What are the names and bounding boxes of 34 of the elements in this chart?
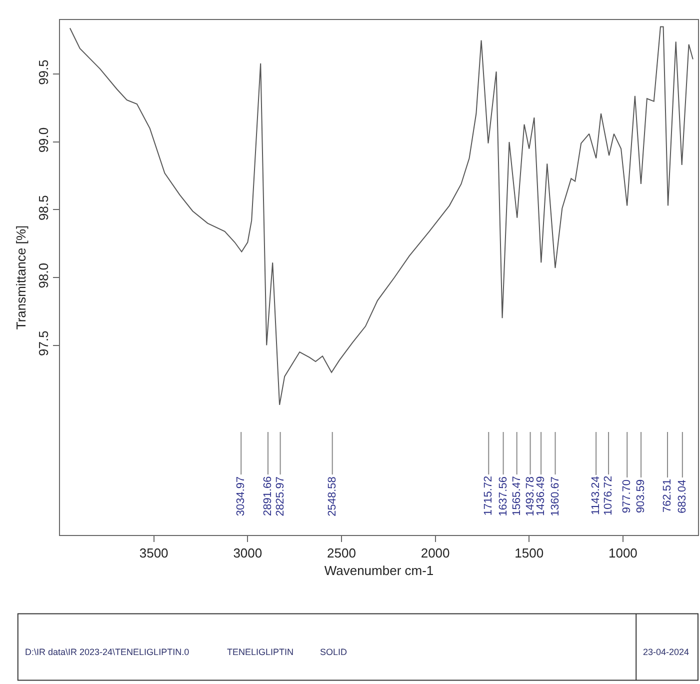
annotation: 2825.97 — [274, 476, 286, 516]
x-tick-label: 2500 — [327, 546, 356, 561]
text: SOLID — [320, 647, 348, 657]
y-tick-label: 97.5 — [36, 330, 51, 356]
annotation: 1436.49 — [535, 476, 548, 516]
text: TENELIGLIPTIN — [227, 647, 294, 657]
x-tick-label: 1500 — [514, 546, 544, 561]
x-tick-label: 2000 — [420, 546, 450, 561]
annotation: 683.04 — [676, 480, 688, 514]
annotation: 3034.97 — [235, 476, 248, 516]
y-tick-label: 99.5 — [36, 60, 51, 85]
y-tick-label: 99.0 — [36, 127, 51, 153]
annotation: 1715.72 — [482, 476, 495, 516]
x-tick-label: 3500 — [139, 546, 168, 561]
annotation: 2548.58 — [326, 476, 338, 516]
x-tick-label: 1000 — [608, 546, 638, 561]
annotation: 977.70 — [621, 479, 634, 514]
line-series — [69, 26, 694, 406]
annotation: 1076.72 — [602, 476, 615, 516]
annotation: 1493.78 — [524, 476, 536, 516]
annotation: 1565.47 — [510, 476, 523, 516]
x-tick-label: 3000 — [233, 546, 262, 561]
y-tick-label: 98.0 — [36, 262, 51, 288]
text: 23-04-2024 — [643, 647, 690, 657]
annotation: 1360.67 — [549, 476, 562, 516]
annotation: 903.59 — [635, 479, 648, 514]
y-tick-label: 98.5 — [36, 195, 51, 220]
x-axis-title: Wavenumber cm-1 — [324, 563, 434, 578]
annotation: 1637.56 — [497, 476, 510, 516]
annotation: 1143.24 — [590, 476, 602, 516]
y-axis-title: Transmittance [%] — [14, 225, 29, 330]
annotation: 2891.66 — [262, 476, 274, 516]
text: D:\IR data\IR 2023-24\TENELIGLIPTIN.0 — [25, 647, 190, 657]
annotation: 762.51 — [662, 478, 674, 513]
